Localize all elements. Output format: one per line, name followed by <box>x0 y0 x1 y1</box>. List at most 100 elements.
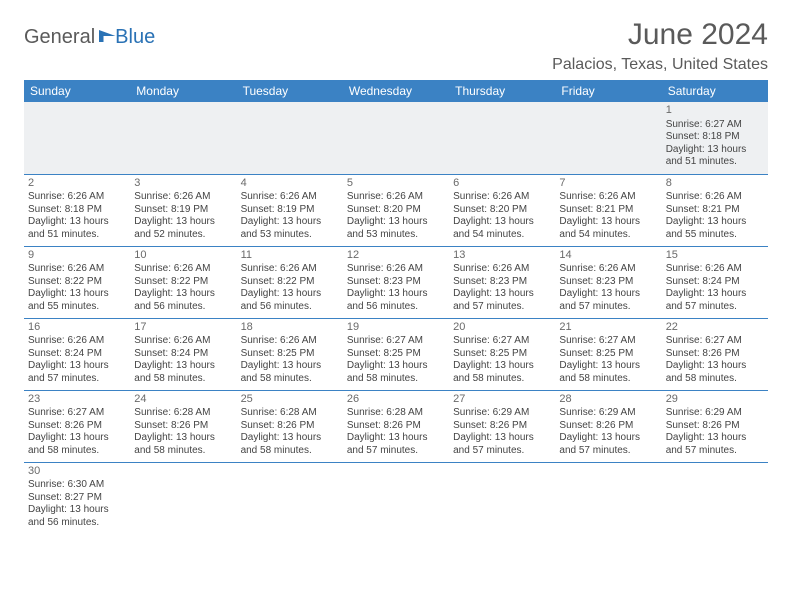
day-header: Tuesday <box>237 80 343 102</box>
daylight-text: Daylight: 13 hours <box>453 432 551 445</box>
sunrise-text: Sunrise: 6:29 AM <box>559 407 657 420</box>
daylight-text: and 53 minutes. <box>241 229 339 242</box>
day-number: 30 <box>28 465 126 479</box>
calendar-cell: 26Sunrise: 6:28 AMSunset: 8:26 PMDayligh… <box>343 390 449 462</box>
sunrise-text: Sunrise: 6:27 AM <box>666 335 764 348</box>
location: Palacios, Texas, United States <box>552 56 768 74</box>
calendar-cell: 21Sunrise: 6:27 AMSunset: 8:25 PMDayligh… <box>555 318 661 390</box>
sunrise-text: Sunrise: 6:26 AM <box>134 263 232 276</box>
sunrise-text: Sunrise: 6:29 AM <box>666 407 764 420</box>
calendar-cell <box>343 462 449 534</box>
daylight-text: Daylight: 13 hours <box>559 216 657 229</box>
sunrise-text: Sunrise: 6:27 AM <box>347 335 445 348</box>
calendar-cell: 20Sunrise: 6:27 AMSunset: 8:25 PMDayligh… <box>449 318 555 390</box>
sunset-text: Sunset: 8:26 PM <box>134 420 232 433</box>
calendar-cell: 7Sunrise: 6:26 AMSunset: 8:21 PMDaylight… <box>555 174 661 246</box>
calendar-cell: 30Sunrise: 6:30 AMSunset: 8:27 PMDayligh… <box>24 462 130 534</box>
calendar-table: SundayMondayTuesdayWednesdayThursdayFrid… <box>24 80 768 534</box>
day-number: 4 <box>241 177 339 191</box>
day-number: 10 <box>134 249 232 263</box>
calendar-cell: 15Sunrise: 6:26 AMSunset: 8:24 PMDayligh… <box>662 246 768 318</box>
sunrise-text: Sunrise: 6:26 AM <box>134 335 232 348</box>
daylight-text: and 56 minutes. <box>28 517 126 530</box>
daylight-text: and 58 minutes. <box>241 445 339 458</box>
calendar-cell: 22Sunrise: 6:27 AMSunset: 8:26 PMDayligh… <box>662 318 768 390</box>
calendar-cell: 23Sunrise: 6:27 AMSunset: 8:26 PMDayligh… <box>24 390 130 462</box>
daylight-text: and 58 minutes. <box>666 373 764 386</box>
calendar-cell: 2Sunrise: 6:26 AMSunset: 8:18 PMDaylight… <box>24 174 130 246</box>
daylight-text: Daylight: 13 hours <box>559 360 657 373</box>
sunrise-text: Sunrise: 6:30 AM <box>28 479 126 492</box>
daylight-text: Daylight: 13 hours <box>453 216 551 229</box>
calendar-cell <box>555 102 661 174</box>
day-header: Sunday <box>24 80 130 102</box>
daylight-text: Daylight: 13 hours <box>666 360 764 373</box>
sunset-text: Sunset: 8:27 PM <box>28 492 126 505</box>
sunrise-text: Sunrise: 6:26 AM <box>28 191 126 204</box>
daylight-text: and 57 minutes. <box>347 445 445 458</box>
sunrise-text: Sunrise: 6:27 AM <box>666 119 764 132</box>
sunrise-text: Sunrise: 6:26 AM <box>241 191 339 204</box>
daylight-text: Daylight: 13 hours <box>347 360 445 373</box>
daylight-text: Daylight: 13 hours <box>28 432 126 445</box>
calendar-cell: 4Sunrise: 6:26 AMSunset: 8:19 PMDaylight… <box>237 174 343 246</box>
daylight-text: and 54 minutes. <box>453 229 551 242</box>
calendar-cell: 3Sunrise: 6:26 AMSunset: 8:19 PMDaylight… <box>130 174 236 246</box>
day-number: 9 <box>28 249 126 263</box>
calendar-cell: 18Sunrise: 6:26 AMSunset: 8:25 PMDayligh… <box>237 318 343 390</box>
daylight-text: and 57 minutes. <box>666 445 764 458</box>
header-bar: General Blue June 2024 Palacios, Texas, … <box>24 18 768 74</box>
calendar-cell: 5Sunrise: 6:26 AMSunset: 8:20 PMDaylight… <box>343 174 449 246</box>
sunset-text: Sunset: 8:26 PM <box>453 420 551 433</box>
day-header: Wednesday <box>343 80 449 102</box>
calendar-cell <box>237 102 343 174</box>
day-number: 3 <box>134 177 232 191</box>
sunset-text: Sunset: 8:18 PM <box>28 204 126 217</box>
calendar-cell: 17Sunrise: 6:26 AMSunset: 8:24 PMDayligh… <box>130 318 236 390</box>
sunrise-text: Sunrise: 6:26 AM <box>666 191 764 204</box>
day-number: 6 <box>453 177 551 191</box>
calendar-cell: 27Sunrise: 6:29 AMSunset: 8:26 PMDayligh… <box>449 390 555 462</box>
sunset-text: Sunset: 8:26 PM <box>28 420 126 433</box>
daylight-text: Daylight: 13 hours <box>347 216 445 229</box>
day-number: 21 <box>559 321 657 335</box>
day-number: 20 <box>453 321 551 335</box>
daylight-text: Daylight: 13 hours <box>241 360 339 373</box>
sunset-text: Sunset: 8:23 PM <box>347 276 445 289</box>
sunset-text: Sunset: 8:26 PM <box>559 420 657 433</box>
calendar-cell <box>449 462 555 534</box>
sunrise-text: Sunrise: 6:26 AM <box>453 191 551 204</box>
daylight-text: Daylight: 13 hours <box>666 432 764 445</box>
sunset-text: Sunset: 8:21 PM <box>666 204 764 217</box>
daylight-text: Daylight: 13 hours <box>134 288 232 301</box>
day-number: 19 <box>347 321 445 335</box>
sunset-text: Sunset: 8:20 PM <box>453 204 551 217</box>
daylight-text: Daylight: 13 hours <box>28 360 126 373</box>
daylight-text: Daylight: 13 hours <box>559 288 657 301</box>
daylight-text: Daylight: 13 hours <box>134 360 232 373</box>
sunrise-text: Sunrise: 6:29 AM <box>453 407 551 420</box>
calendar-cell: 8Sunrise: 6:26 AMSunset: 8:21 PMDaylight… <box>662 174 768 246</box>
sunrise-text: Sunrise: 6:26 AM <box>347 263 445 276</box>
sunrise-text: Sunrise: 6:27 AM <box>559 335 657 348</box>
daylight-text: and 55 minutes. <box>28 301 126 314</box>
daylight-text: and 51 minutes. <box>666 156 764 169</box>
calendar-cell <box>555 462 661 534</box>
daylight-text: and 57 minutes. <box>559 445 657 458</box>
sunrise-text: Sunrise: 6:28 AM <box>241 407 339 420</box>
sunset-text: Sunset: 8:21 PM <box>559 204 657 217</box>
day-number: 25 <box>241 393 339 407</box>
sunset-text: Sunset: 8:22 PM <box>134 276 232 289</box>
sunset-text: Sunset: 8:26 PM <box>347 420 445 433</box>
sunrise-text: Sunrise: 6:28 AM <box>134 407 232 420</box>
day-number: 29 <box>666 393 764 407</box>
day-number: 17 <box>134 321 232 335</box>
sunrise-text: Sunrise: 6:26 AM <box>666 263 764 276</box>
daylight-text: Daylight: 13 hours <box>559 432 657 445</box>
day-number: 16 <box>28 321 126 335</box>
calendar-cell: 16Sunrise: 6:26 AMSunset: 8:24 PMDayligh… <box>24 318 130 390</box>
title-block: June 2024 Palacios, Texas, United States <box>552 18 768 74</box>
sunrise-text: Sunrise: 6:26 AM <box>559 191 657 204</box>
calendar-cell: 19Sunrise: 6:27 AMSunset: 8:25 PMDayligh… <box>343 318 449 390</box>
sunrise-text: Sunrise: 6:26 AM <box>241 335 339 348</box>
